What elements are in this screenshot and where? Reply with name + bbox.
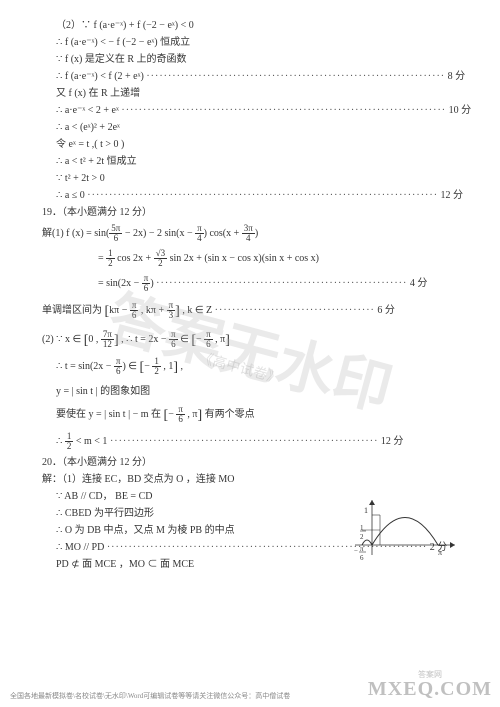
math-line: ∵ t² + 2t > 0: [42, 171, 458, 186]
bracket: ]: [225, 333, 230, 348]
expr: ): [255, 228, 258, 239]
expr: (2) ∵ x ∈: [42, 334, 84, 345]
score: 6 分: [377, 305, 395, 316]
expr: ∴ MO // PD: [56, 542, 104, 553]
expr: =: [98, 253, 106, 264]
math-line: 解：（1）连接 EC，BD 交点为 O ，连接 MO: [42, 472, 458, 487]
expr: , 1: [161, 361, 174, 372]
expr: cos 2x +: [115, 253, 154, 264]
corner-watermark: 答案网 MXEQ.COM: [368, 671, 492, 699]
question-number: 19．（本小题满分 12 分）: [42, 205, 458, 220]
math-line: ∴ f (a·e⁻ˣ) < f (2 + eˣ) ···············…: [42, 69, 458, 84]
frac: π6: [176, 405, 185, 424]
expr: 单调增区间为: [42, 305, 105, 316]
math-line: ∴ 12 < m < 1 ···························…: [42, 432, 458, 451]
leader-dots: ········································…: [121, 105, 446, 116]
score: 10 分: [449, 105, 472, 116]
math-line: ∴ a < (eˣ)² + 2eˣ: [42, 120, 458, 135]
expr: sin 2x + (sin x − cos x)(sin x + cos x): [167, 253, 319, 264]
expr: − 2x) − 2 sin(x −: [122, 228, 195, 239]
frac: 3π4: [242, 224, 255, 243]
expr: , π: [185, 409, 198, 420]
expr: ∴ a ≤ 0: [56, 190, 85, 201]
frac: 7π12: [101, 330, 114, 349]
math-line: = 12 cos 2x + √32 sin 2x + (sin x − cos …: [42, 249, 458, 268]
frac: √32: [154, 249, 167, 268]
expr: ): [150, 278, 153, 289]
math-line: ∴ t = sin(2x − π6) ∈ [− 12 , 1] ,: [42, 357, 458, 378]
frac: 5π6: [109, 224, 122, 243]
math-line: ∴ f (a·e⁻ˣ) < − f (−2 − eˣ) 恒成立: [42, 35, 458, 50]
math-line: 又 f (x) 在 R 上递增: [42, 86, 458, 101]
math-line: ∵ f (x) 是定义在 R 上的奇函数: [42, 52, 458, 67]
expr: ∴ a·e⁻ˣ < 2 + eˣ: [56, 105, 119, 116]
math-line: 令 eˣ = t ,( t > 0 ): [42, 137, 458, 152]
score: 12 分: [441, 190, 464, 201]
expr: 解(1) f (x) = sin(: [42, 228, 109, 239]
expr: ∴ f (a·e⁻ˣ) < f (2 + eˣ): [56, 71, 144, 82]
math-line: ∴ a < t² + 2t 恒成立: [42, 154, 458, 169]
expr: ∴: [56, 436, 65, 447]
expr: ) ∈: [122, 361, 139, 372]
expr: −: [196, 334, 204, 345]
leader-dots: ········································…: [87, 190, 438, 201]
expr: 要使在 y = | sin t | − m 在: [56, 409, 164, 420]
leader-dots: ·····································: [215, 305, 375, 316]
expr: = sin(2x −: [98, 278, 142, 289]
math-line: ∴ a ≤ 0 ································…: [42, 188, 458, 203]
corner-mid: MXEQ.COM: [368, 679, 492, 699]
math-line: 单调增区间为 [kπ − π6 , kπ + π3] , k ∈ Z ·····…: [42, 301, 458, 322]
ylabel-1: 1: [364, 506, 368, 515]
svg-text:6: 6: [360, 554, 364, 562]
expr: 有两个零点: [202, 409, 255, 420]
math-line: 解(1) f (x) = sin(5π6 − 2x) − 2 sin(x − π…: [42, 224, 458, 243]
frac: 12: [106, 249, 115, 268]
math-line: 要使在 y = | sin t | − m 在 [− π6 , π] 有两个零点: [42, 405, 458, 426]
leader-dots: ········································…: [146, 71, 445, 82]
leader-dots: ········································…: [110, 436, 378, 447]
expr: ,: [178, 361, 183, 372]
svg-text:−: −: [354, 547, 358, 555]
frac: 12: [152, 357, 161, 376]
score: 4 分: [410, 278, 428, 289]
svg-text:2: 2: [360, 533, 364, 541]
expr: 0 ,: [88, 334, 101, 345]
math-line: = sin(2x − π6) ·························…: [42, 274, 458, 293]
expr: , ∴ t = 2x −: [119, 334, 169, 345]
math-line: (2) ∵ x ∈ [0 , 7π12] , ∴ t = 2x − π6 ∈ […: [42, 330, 458, 351]
math-line: （2）∵ f (a·e⁻ˣ) + f (−2 − eˣ) < 0: [42, 18, 458, 33]
math-line: ∴ a·e⁻ˣ < 2 + eˣ ·······················…: [42, 103, 458, 118]
question-number: 20．（本小题满分 12 分）: [42, 455, 458, 470]
expr: , kπ +: [138, 305, 166, 316]
score: 8 分: [448, 71, 466, 82]
leader-dots: ········································…: [156, 278, 407, 289]
frac: π6: [204, 330, 213, 349]
expr: −: [168, 409, 176, 420]
math-line: y = | sin t | 的图象如图: [42, 384, 458, 399]
expr: , k ∈ Z: [180, 305, 212, 316]
expr: < m < 1: [73, 436, 107, 447]
footer-text: 全国各地最新模拟卷\名校试卷\无水印\Word可编辑试卷等等请关注微信公众号：高…: [10, 691, 290, 702]
frac: π4: [195, 224, 204, 243]
expr: ∈: [178, 334, 192, 345]
expr: −: [144, 361, 152, 372]
expr: , π: [213, 334, 226, 345]
expr: kπ −: [109, 305, 130, 316]
frac: π6: [169, 330, 178, 349]
expr: ∴ t = sin(2x −: [56, 361, 114, 372]
svg-text:π: π: [438, 548, 442, 557]
sine-graph: 1 1 2 − π 6 π: [350, 495, 460, 565]
score: 12 分: [381, 436, 404, 447]
frac: π3: [167, 301, 176, 320]
expr: ) cos(x +: [204, 228, 242, 239]
